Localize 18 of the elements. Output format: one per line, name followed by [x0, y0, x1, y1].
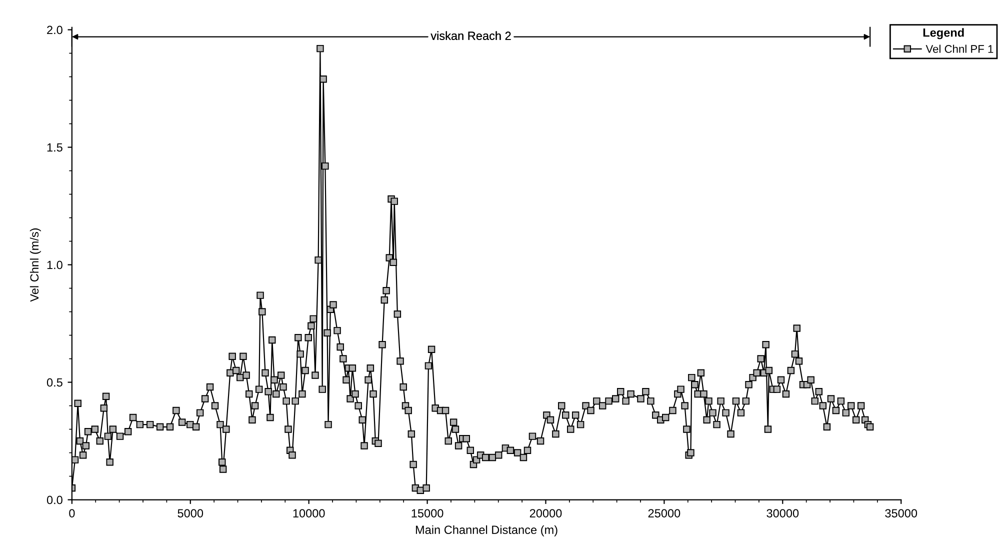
y-tick-label: 2.0 [47, 26, 62, 34]
annotation: viskan Reach 2 [430, 31, 511, 40]
x-axis-title: Main Channel Distance (m) [416, 525, 558, 536]
y-tick-label: 0.5 [46, 378, 62, 387]
y-tick-label: 1.0 [47, 260, 62, 270]
x-tick-label: 25000 [648, 509, 680, 518]
y-tick-label: 0.0 [46, 496, 62, 504]
x-tick-label: 0 [69, 509, 75, 518]
y-tick-label: 1.5 [47, 143, 62, 152]
x-tick-label: 5000 [178, 509, 204, 518]
y-axis-title: Vel Chnl (m/s) [30, 228, 41, 302]
x-tick-label: 30000 [766, 509, 799, 518]
x-tick-label: 15000 [412, 509, 444, 518]
legend-title: Legend [923, 28, 964, 40]
x-tick-label: 35000 [885, 509, 918, 518]
x-tick-label: 10000 [293, 509, 325, 518]
legend-label: Vel Chnl PF 1 [926, 44, 994, 53]
x-tick-label: 20000 [530, 509, 562, 518]
